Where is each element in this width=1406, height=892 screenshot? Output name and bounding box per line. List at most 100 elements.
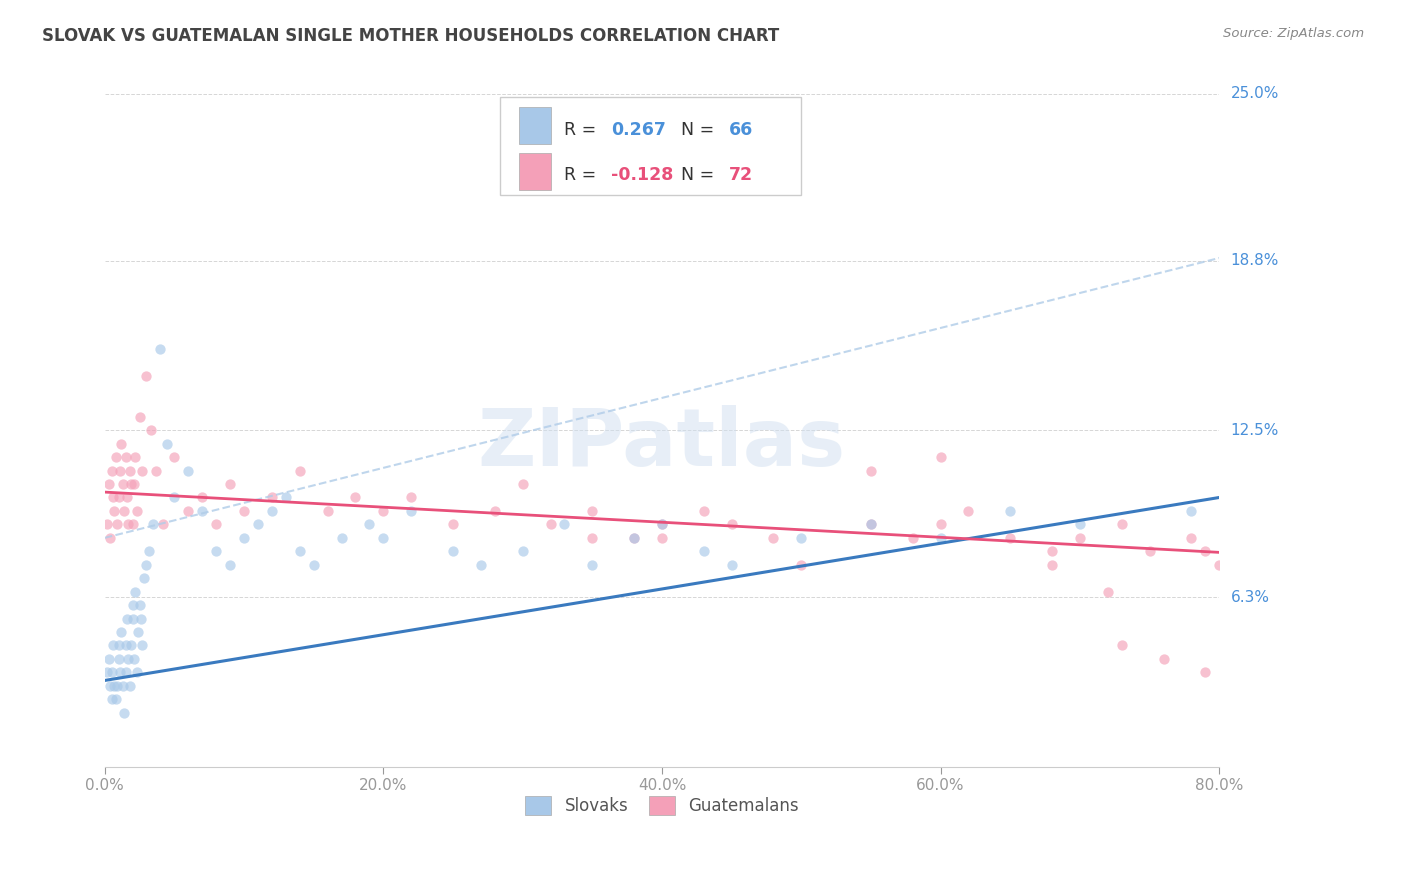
Point [859, 517, 882, 532]
Point [191, 504, 214, 518]
Point [512, 544, 534, 558]
Point [122, 652, 145, 666]
Point [399, 491, 422, 505]
Point [859, 517, 882, 532]
Point [1069, 517, 1091, 532]
FancyBboxPatch shape [519, 153, 551, 190]
Point [233, 504, 256, 518]
Point [344, 491, 367, 505]
Point [139, 423, 162, 437]
Point [98, 531, 121, 545]
Point [762, 531, 785, 545]
Point [135, 369, 157, 384]
Text: 72: 72 [728, 166, 754, 184]
Point [163, 450, 186, 464]
Point [114, 665, 136, 680]
Point [288, 544, 311, 558]
Text: R =: R = [564, 166, 602, 184]
Point [219, 477, 242, 491]
Point [118, 679, 141, 693]
Point [957, 504, 980, 518]
Point [441, 517, 464, 532]
Point [96, 517, 118, 532]
Point [1180, 531, 1202, 545]
Text: -0.128: -0.128 [610, 166, 673, 184]
Point [124, 584, 146, 599]
Point [108, 665, 131, 680]
Point [125, 665, 148, 680]
Point [131, 464, 153, 478]
Point [122, 477, 145, 491]
Point [103, 504, 125, 518]
Point [929, 531, 952, 545]
Point [553, 517, 575, 532]
Point [128, 598, 150, 612]
Point [120, 639, 142, 653]
Point [110, 436, 132, 450]
Text: 12.5%: 12.5% [1230, 423, 1279, 438]
Point [470, 558, 492, 572]
Point [105, 679, 128, 693]
Point [623, 531, 645, 545]
Point [132, 571, 155, 585]
Point [121, 517, 143, 532]
Point [859, 464, 882, 478]
Text: ZIPatlas: ZIPatlas [478, 405, 846, 483]
Point [623, 531, 645, 545]
Point [1040, 558, 1063, 572]
Point [260, 504, 283, 518]
Point [581, 504, 603, 518]
Text: Source: ZipAtlas.com: Source: ZipAtlas.com [1223, 27, 1364, 40]
Point [177, 504, 200, 518]
Point [98, 679, 121, 693]
Point [219, 558, 242, 572]
Point [107, 639, 129, 653]
Point [117, 652, 139, 666]
Point [152, 517, 174, 532]
FancyBboxPatch shape [519, 107, 551, 145]
Point [96, 665, 118, 680]
Point [399, 504, 422, 518]
Point [373, 504, 395, 518]
Text: 25.0%: 25.0% [1230, 87, 1279, 102]
Point [107, 491, 129, 505]
Point [128, 409, 150, 424]
Point [1069, 531, 1091, 545]
Point [103, 679, 125, 693]
Point [112, 706, 135, 720]
Text: R =: R = [564, 120, 602, 138]
Point [1097, 584, 1119, 599]
Point [100, 665, 122, 680]
Point [246, 517, 269, 532]
Point [156, 436, 179, 450]
Point [114, 450, 136, 464]
Point [1194, 665, 1216, 680]
Point [720, 517, 742, 532]
Point [191, 491, 214, 505]
Point [97, 652, 120, 666]
Text: 18.8%: 18.8% [1230, 253, 1279, 268]
Point [97, 477, 120, 491]
Point [135, 558, 157, 572]
Point [138, 544, 160, 558]
Point [121, 611, 143, 625]
Text: 6.3%: 6.3% [1230, 590, 1270, 605]
Point [101, 491, 124, 505]
Point [105, 517, 128, 532]
Point [118, 464, 141, 478]
Point [302, 558, 325, 572]
Point [373, 531, 395, 545]
Point [651, 531, 673, 545]
Point [125, 504, 148, 518]
Point [104, 450, 127, 464]
Point [790, 531, 813, 545]
Point [651, 517, 673, 532]
Text: 0.267: 0.267 [610, 120, 665, 138]
Point [484, 504, 506, 518]
Point [177, 464, 200, 478]
Point [720, 558, 742, 572]
Point [100, 464, 122, 478]
Point [110, 625, 132, 640]
Point [441, 544, 464, 558]
Point [121, 598, 143, 612]
